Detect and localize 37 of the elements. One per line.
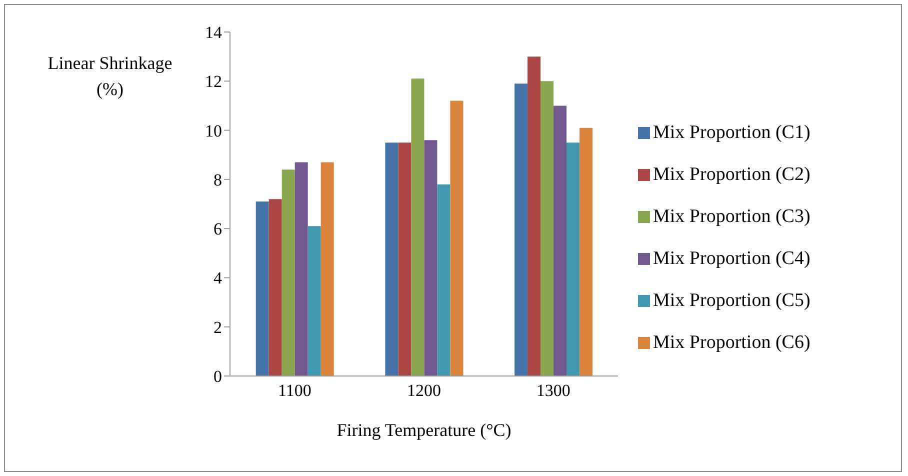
legend-label: Mix Proportion (C3) [653, 206, 810, 228]
bar [514, 84, 528, 376]
y-tick-label: 14 [205, 23, 222, 42]
bar [294, 162, 308, 376]
bar [256, 202, 269, 376]
bar [566, 142, 580, 376]
y-tick-label: 4 [214, 268, 222, 288]
bar [424, 140, 438, 376]
bar [437, 184, 450, 376]
y-tick-label: 6 [214, 220, 222, 239]
legend-label: Mix Proportion (C5) [653, 290, 810, 312]
bar [308, 226, 321, 376]
y-tick-label: 10 [205, 121, 222, 140]
x-tick-label: 1300 [536, 381, 570, 400]
legend-label: Mix Proportion (C6) [653, 332, 810, 354]
legend-label: Mix Proportion (C1) [653, 122, 810, 144]
legend-label: Mix Proportion (C4) [653, 248, 810, 270]
bar [528, 56, 541, 376]
bar [540, 81, 554, 376]
y-axis-title: Linear Shrinkage (%) [46, 52, 174, 101]
bar [554, 106, 567, 376]
bar [411, 78, 424, 376]
x-tick-label: 1100 [278, 381, 312, 400]
bar [450, 100, 464, 376]
bar [268, 199, 282, 376]
bar [580, 128, 593, 376]
bar [385, 142, 398, 376]
legend-label: Mix Proportion (C2) [653, 164, 810, 186]
y-tick-label: 2 [214, 318, 222, 337]
x-axis-title: Firing Temperature (°C) [336, 420, 512, 440]
bar [398, 142, 412, 376]
y-tick-label: 12 [205, 72, 222, 92]
bar [282, 170, 295, 376]
bar [320, 162, 334, 376]
y-tick-label: 8 [214, 170, 222, 190]
x-tick-label: 1200 [407, 381, 441, 400]
y-tick-label: 0 [214, 367, 222, 386]
